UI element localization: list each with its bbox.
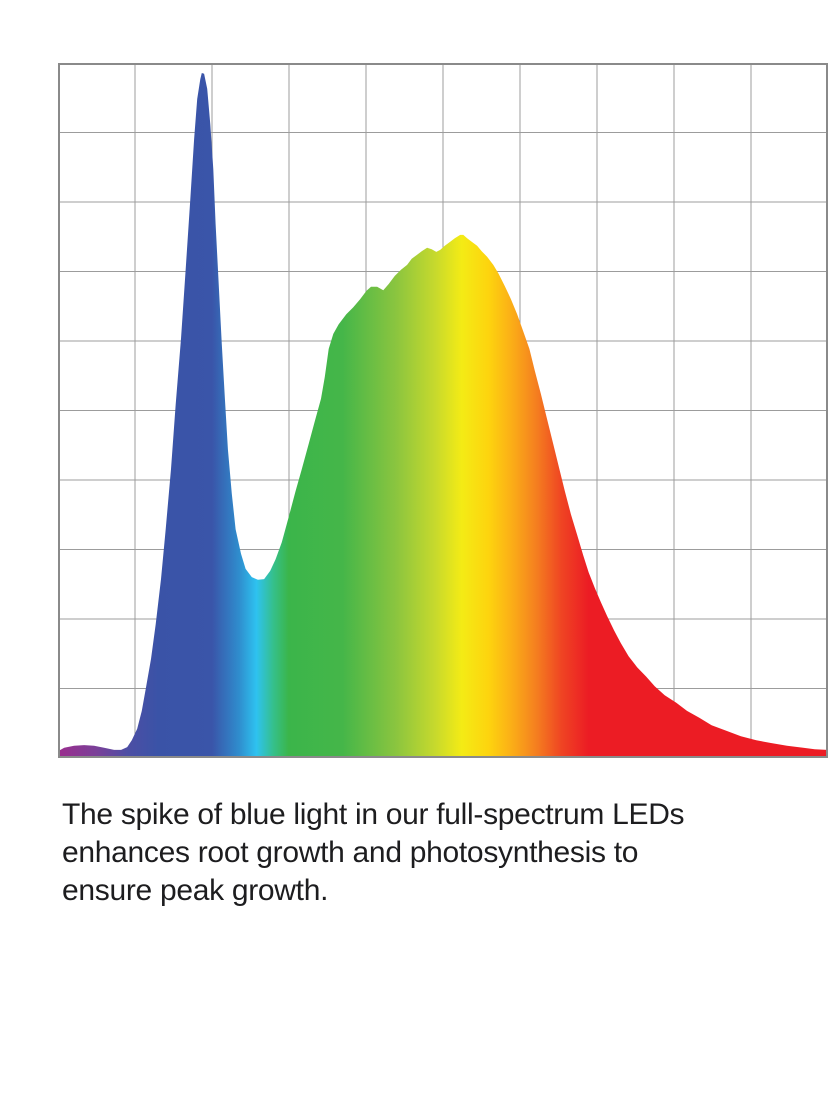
- caption-line-3: ensure peak growth.: [62, 874, 329, 907]
- caption-line-1: The spike of blue light in our full-spec…: [62, 798, 685, 831]
- caption-line-2: enhances root growth and photosynthesis …: [62, 836, 639, 869]
- chart-caption: The spike of blue light in our full-spec…: [62, 796, 802, 910]
- led-spectrum-chart: [58, 63, 828, 758]
- led-spectrum-plot: [58, 63, 828, 758]
